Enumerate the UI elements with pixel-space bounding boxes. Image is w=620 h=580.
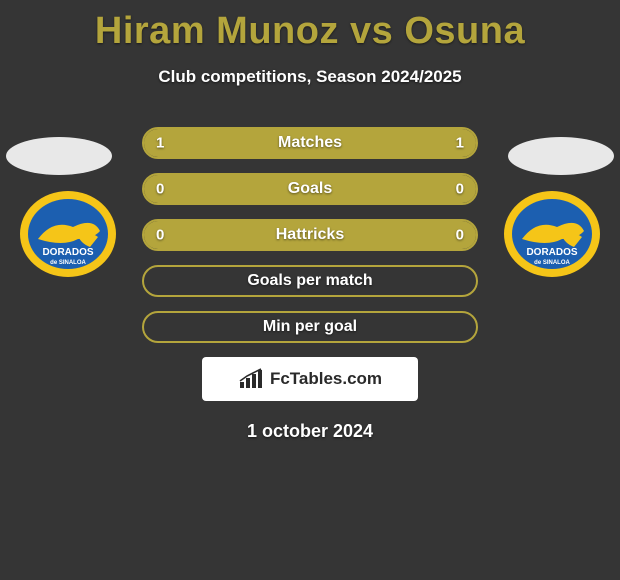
stat-label: Min per goal: [144, 318, 476, 336]
stat-row-goals: 0 Goals 0: [142, 173, 478, 205]
stat-rows: 1 Matches 1 0 Goals 0 0 Hattricks 0 Goal…: [142, 127, 478, 343]
stat-label: Hattricks: [144, 226, 476, 244]
date-label: 1 october 2024: [0, 421, 620, 442]
comparison-panel: DORADOS de SINALOA DORADOS de SINALOA 1 …: [0, 127, 620, 442]
stat-row-hattricks: 0 Hattricks 0: [142, 219, 478, 251]
stat-right-value: 0: [456, 227, 464, 244]
page-title: Hiram Munoz vs Osuna: [0, 0, 620, 53]
stat-right-value: 1: [456, 135, 464, 152]
svg-text:DORADOS: DORADOS: [526, 247, 577, 258]
branding-text: FcTables.com: [270, 369, 382, 389]
svg-text:DORADOS: DORADOS: [42, 247, 93, 258]
stat-right-value: 0: [456, 181, 464, 198]
stat-label: Goals: [144, 180, 476, 198]
player-left-avatar-placeholder: [6, 137, 112, 175]
club-logo-right: DORADOS de SINALOA: [502, 189, 602, 279]
stat-row-goals-per-match: Goals per match: [142, 265, 478, 297]
chart-icon: [238, 368, 264, 390]
club-logo-left: DORADOS de SINALOA: [18, 189, 118, 279]
branding-badge: FcTables.com: [202, 357, 418, 401]
subtitle: Club competitions, Season 2024/2025: [0, 67, 620, 87]
svg-text:de SINALOA: de SINALOA: [534, 260, 570, 266]
stat-label: Matches: [144, 134, 476, 152]
stat-row-matches: 1 Matches 1: [142, 127, 478, 159]
svg-text:de SINALOA: de SINALOA: [50, 260, 86, 266]
player-right-avatar-placeholder: [508, 137, 614, 175]
stat-row-min-per-goal: Min per goal: [142, 311, 478, 343]
stat-label: Goals per match: [144, 272, 476, 290]
